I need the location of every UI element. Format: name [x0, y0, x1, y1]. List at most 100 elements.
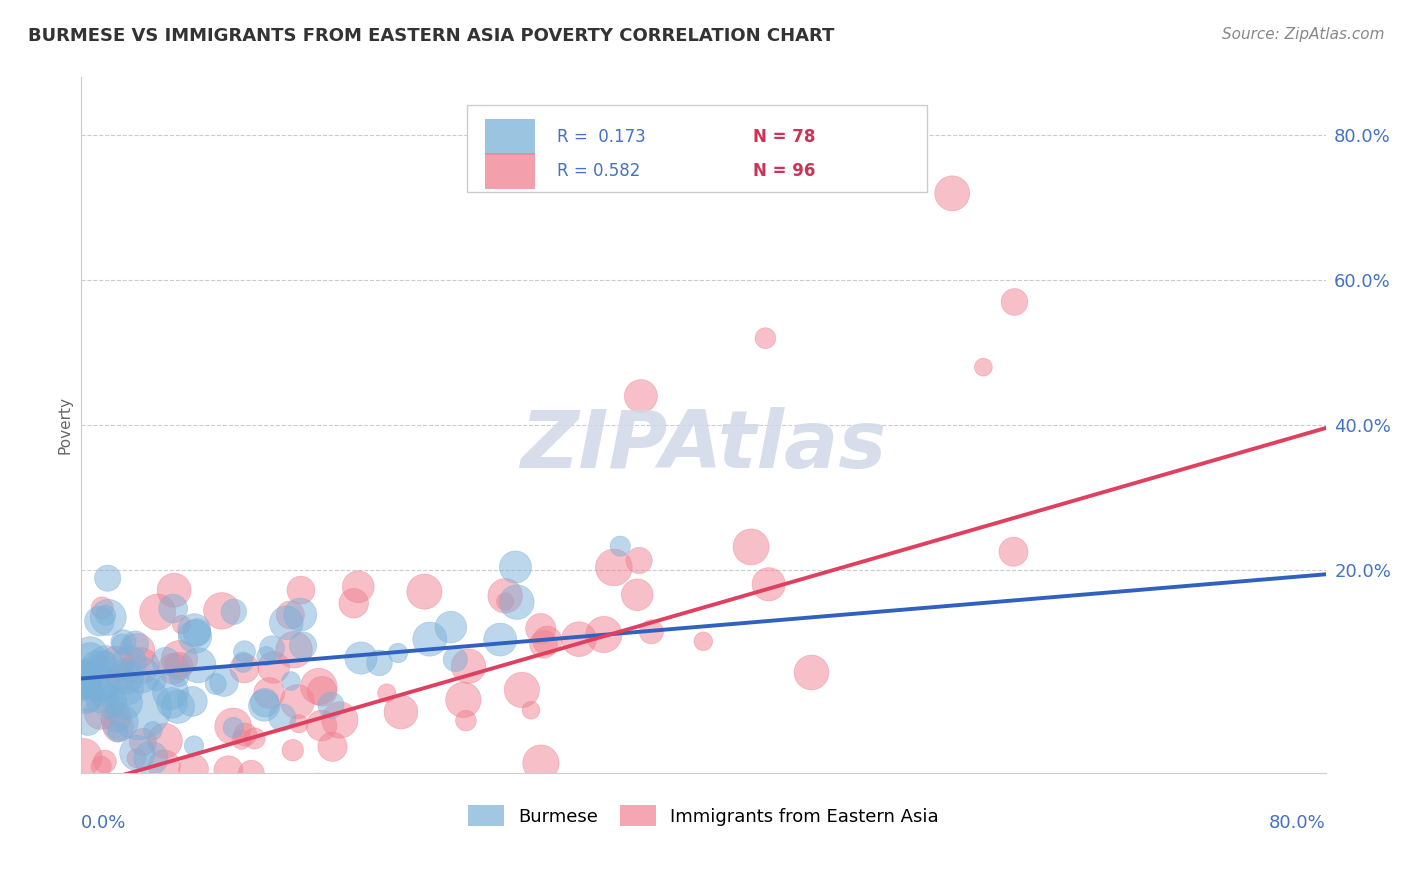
Point — [160, 696, 183, 710]
Point — [253, 698, 276, 713]
Point — [86, 658, 108, 673]
Point — [257, 686, 280, 700]
Point — [494, 589, 516, 603]
Point — [568, 632, 591, 647]
Point — [692, 634, 714, 648]
Point — [603, 560, 626, 574]
Text: N = 78: N = 78 — [754, 128, 815, 145]
Point — [941, 186, 963, 201]
Point — [90, 677, 112, 691]
Point — [186, 625, 208, 640]
Text: 80.0%: 80.0% — [1270, 814, 1326, 832]
Point — [139, 751, 162, 765]
Point — [276, 615, 298, 630]
Point — [167, 699, 190, 714]
Text: Source: ZipAtlas.com: Source: ZipAtlas.com — [1222, 27, 1385, 42]
Point — [387, 646, 409, 660]
Point — [128, 700, 150, 714]
Point — [311, 718, 333, 732]
Point — [609, 539, 631, 553]
Point — [75, 816, 97, 830]
Point — [271, 710, 294, 724]
Point — [754, 331, 776, 345]
Point — [112, 635, 135, 649]
Point — [132, 735, 155, 749]
Point — [124, 816, 146, 830]
Point — [212, 675, 235, 690]
Point — [288, 716, 311, 731]
Point — [127, 746, 149, 760]
Point — [630, 389, 652, 403]
Point — [389, 705, 412, 719]
Point — [280, 607, 302, 622]
Point — [94, 755, 117, 769]
Text: BURMESE VS IMMIGRANTS FROM EASTERN ASIA POVERTY CORRELATION CHART: BURMESE VS IMMIGRANTS FROM EASTERN ASIA … — [28, 27, 835, 45]
Point — [626, 588, 648, 602]
Y-axis label: Poverty: Poverty — [58, 396, 72, 454]
Point — [170, 617, 193, 632]
Point — [800, 665, 823, 680]
Point — [89, 816, 111, 830]
Point — [94, 653, 117, 667]
Point — [77, 692, 100, 706]
Point — [91, 601, 114, 615]
Point — [73, 750, 96, 764]
Point — [454, 714, 477, 728]
Point — [142, 723, 165, 738]
Point — [97, 571, 120, 585]
Point — [281, 743, 304, 757]
Point — [183, 739, 205, 753]
Point — [94, 655, 117, 669]
Point — [183, 624, 205, 638]
Point — [115, 681, 138, 696]
Point — [232, 655, 254, 669]
Point — [97, 610, 120, 624]
Point — [457, 659, 479, 673]
Text: R =  0.173: R = 0.173 — [557, 128, 647, 145]
Point — [129, 658, 152, 673]
Point — [536, 633, 558, 648]
Point — [231, 732, 253, 747]
Point — [75, 691, 97, 706]
Point — [740, 540, 762, 554]
Point — [94, 608, 117, 623]
Point — [145, 673, 167, 688]
Point — [1004, 295, 1026, 310]
Point — [329, 713, 352, 727]
Point — [533, 637, 555, 651]
Point — [155, 654, 177, 668]
Point — [233, 645, 256, 659]
Point — [260, 641, 283, 656]
Point — [520, 703, 543, 717]
Point — [1002, 545, 1025, 559]
Bar — [485, 153, 536, 189]
Point — [283, 642, 305, 657]
Point — [350, 651, 373, 665]
Bar — [485, 119, 536, 155]
Point — [139, 816, 162, 830]
Point — [98, 695, 121, 709]
Point — [254, 649, 277, 664]
Point — [149, 813, 172, 827]
Point — [100, 815, 122, 830]
Point — [118, 656, 141, 670]
Point — [273, 783, 295, 797]
Point — [77, 714, 100, 729]
Point — [73, 671, 96, 685]
Point — [72, 816, 94, 830]
Point — [114, 669, 136, 683]
Point — [233, 728, 256, 742]
Point — [100, 816, 122, 830]
Point — [105, 657, 128, 671]
FancyBboxPatch shape — [467, 105, 928, 192]
Point — [89, 614, 111, 628]
Text: N = 96: N = 96 — [754, 161, 815, 179]
Point — [239, 816, 262, 830]
Point — [89, 706, 111, 720]
Point — [506, 595, 529, 609]
Point — [97, 691, 120, 706]
Point — [243, 731, 266, 746]
Point — [277, 785, 299, 799]
Point — [136, 816, 159, 830]
Point — [70, 667, 93, 681]
